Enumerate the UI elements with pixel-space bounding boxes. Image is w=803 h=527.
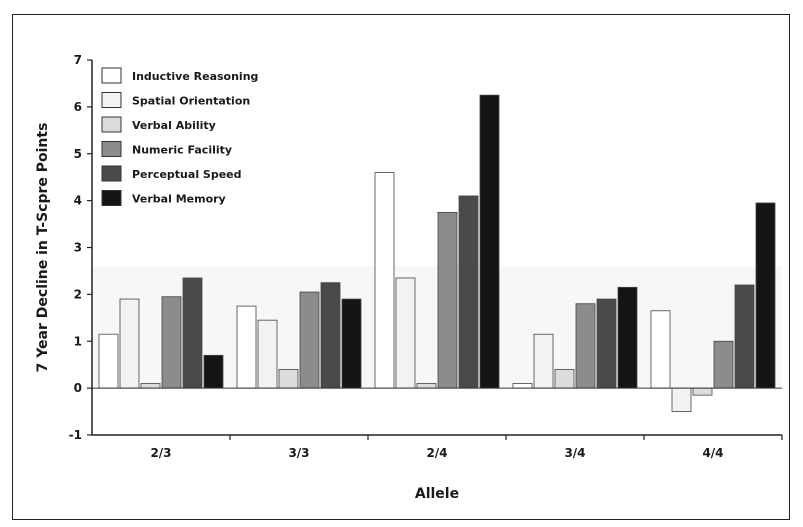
bar — [617, 286, 638, 389]
x-axis-title: Allele — [415, 486, 459, 502]
legend-label: Spatial Orientation — [132, 95, 250, 108]
bar — [458, 195, 479, 389]
bar — [554, 368, 575, 389]
x-tick-label: 3/3 — [288, 446, 309, 460]
bar — [341, 298, 362, 389]
bar — [161, 296, 182, 389]
y-tick-label: 2 — [74, 287, 82, 301]
bar — [257, 319, 278, 389]
bar — [479, 94, 500, 389]
y-axis-title: 7 Year Decline in T-Scpre Points — [35, 123, 51, 373]
bar — [182, 277, 203, 389]
bar — [596, 298, 617, 389]
y-tick-label: 6 — [74, 100, 82, 114]
y-tick-label: 4 — [74, 194, 82, 208]
bar — [203, 354, 224, 389]
bar — [437, 211, 458, 389]
y-tick-label: 0 — [74, 381, 82, 395]
bar — [575, 303, 596, 389]
bar — [140, 383, 161, 389]
bar — [416, 383, 437, 389]
legend-swatch — [101, 67, 122, 84]
bar — [692, 387, 713, 396]
legend-swatch — [101, 116, 122, 133]
bar — [533, 333, 554, 389]
legend-swatch — [101, 190, 122, 206]
y-tick-label: 5 — [74, 147, 82, 161]
bar — [236, 305, 257, 389]
legend-label: Perceptual Speed — [132, 168, 242, 181]
legend-label: Verbal Memory — [132, 193, 226, 206]
x-tick-label: 2/4 — [426, 446, 447, 460]
bar — [299, 291, 320, 389]
bar — [755, 202, 776, 389]
bar — [671, 387, 692, 412]
legend-swatch — [101, 92, 122, 108]
legend-label: Numeric Facility — [132, 144, 232, 157]
x-tick-label: 4/4 — [702, 446, 723, 460]
bar — [734, 284, 755, 389]
bar — [374, 172, 395, 389]
y-tick-label: -1 — [69, 428, 82, 442]
y-tick-label: 1 — [74, 334, 82, 348]
bar — [98, 333, 119, 389]
bar — [320, 282, 341, 389]
bar — [395, 277, 416, 389]
bar — [713, 340, 734, 389]
legend-swatch — [101, 165, 122, 182]
bar — [278, 368, 299, 389]
bar — [512, 383, 533, 389]
legend-swatch — [101, 141, 122, 157]
legend-label: Verbal Ability — [132, 119, 216, 132]
y-tick-label: 7 — [74, 53, 82, 67]
y-tick-label: 3 — [74, 241, 82, 255]
bar — [650, 310, 671, 389]
bar — [119, 298, 140, 389]
legend-label: Inductive Reasoning — [132, 70, 258, 83]
x-tick-label: 3/4 — [564, 446, 585, 460]
x-tick-label: 2/3 — [150, 446, 171, 460]
